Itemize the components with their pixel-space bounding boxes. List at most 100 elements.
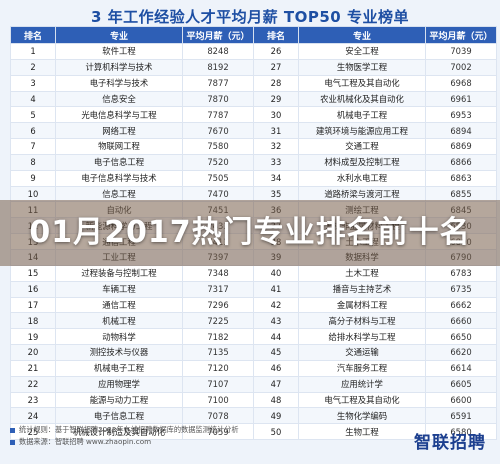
rank-left-cell: 1 (10, 43, 56, 60)
major-left-cell: 通信工程 (55, 296, 183, 314)
salary-right-cell: 6662 (425, 296, 497, 314)
rank-right-cell: 28 (253, 74, 299, 92)
salary-left-cell: 7520 (182, 153, 254, 171)
rank-left-cell: 6 (10, 122, 56, 140)
brand-logo: 智联招聘 (414, 433, 486, 453)
salary-left-cell: 7317 (182, 280, 254, 298)
table-row: 2 计算机科学与技术 8192 27 生物医学工程 7002 (10, 58, 497, 76)
rank-left-cell: 20 (10, 344, 56, 361)
salary-left-cell: 7225 (182, 312, 254, 330)
table-row: 1 软件工程 8248 26 安全工程 7039 (10, 43, 497, 60)
rank-right-cell: 32 (253, 138, 299, 155)
table-row: 19 动物科学 7182 44 给排水科学与工程 6650 (10, 328, 497, 346)
rank-left-cell: 17 (10, 296, 56, 314)
rank-left-cell: 3 (10, 74, 56, 92)
major-right-cell: 高分子材料与工程 (298, 312, 426, 330)
major-left-cell: 机械设计制造及其自动化 (55, 423, 183, 441)
salary-right-cell: 6591 (425, 407, 497, 425)
major-left-cell: 电子信息工程 (55, 153, 183, 171)
rank-left-cell: 7 (10, 138, 56, 155)
table-header-row: 排名 专业 平均月薪（元） 排名 专业 平均月薪（元） (10, 26, 497, 44)
rank-left-cell: 22 (10, 375, 56, 393)
table-row: 8 电子信息工程 7520 33 材料成型及控制工程 6866 (10, 153, 497, 171)
header-major-right: 专业 (298, 26, 426, 44)
major-left-cell: 过程装备与控制工程 (55, 264, 183, 282)
rank-left-cell: 16 (10, 280, 56, 298)
table-row: 6 网络工程 7670 31 建筑环境与能源应用工程 6894 (10, 122, 497, 140)
rank-right-cell: 26 (253, 43, 299, 60)
title-overlay-band (0, 200, 500, 266)
salary-right-cell: 6580 (425, 423, 497, 441)
major-left-cell: 电子信息工程 (55, 407, 183, 425)
rank-right-cell: 31 (253, 122, 299, 140)
overlay-title: 01月2017热门专业排名前十名 (29, 215, 471, 250)
table-row: 21 机械电子工程 7120 46 汽车服务工程 6614 (10, 359, 497, 377)
rank-right-cell: 30 (253, 106, 299, 124)
major-right-cell: 给排水科学与工程 (298, 328, 426, 346)
major-left-cell: 信息安全 (55, 90, 183, 108)
rank-left-cell: 21 (10, 359, 56, 377)
table-row: 23 能源与动力工程 7100 48 电气工程及其自动化 6600 (10, 391, 497, 409)
major-left-cell: 能源与动力工程 (55, 391, 183, 409)
table-row: 16 车辆工程 7317 41 播音与主持艺术 6735 (10, 280, 497, 298)
major-right-cell: 建筑环境与能源应用工程 (298, 122, 426, 140)
major-left-cell: 机械电子工程 (55, 359, 183, 377)
table-row: 15 过程装备与控制工程 7348 40 土木工程 6783 (10, 264, 497, 282)
salary-left-cell: 7182 (182, 328, 254, 346)
major-left-cell: 信息工程 (55, 185, 183, 203)
rank-right-cell: 45 (253, 344, 299, 361)
major-left-cell: 光电信息科学与工程 (55, 106, 183, 124)
salary-right-cell: 6961 (425, 90, 497, 108)
salary-left-cell: 7078 (182, 407, 254, 425)
salary-left-cell: 7870 (182, 90, 254, 108)
salary-right-cell: 6855 (425, 185, 497, 203)
rank-right-cell: 46 (253, 359, 299, 377)
table-row: 3 电子科学与技术 7877 28 电气工程及其自动化 6968 (10, 74, 497, 92)
table-row: 18 机械工程 7225 43 高分子材料与工程 6660 (10, 312, 497, 330)
salary-right-cell: 6968 (425, 74, 497, 92)
rank-left-cell: 8 (10, 153, 56, 171)
rank-right-cell: 42 (253, 296, 299, 314)
major-right-cell: 播音与主持艺术 (298, 280, 426, 298)
major-right-cell: 金属材料工程 (298, 296, 426, 314)
major-left-cell: 物联网工程 (55, 138, 183, 155)
rank-right-cell: 33 (253, 153, 299, 171)
salary-right-cell: 6600 (425, 391, 497, 409)
rank-left-cell: 2 (10, 58, 56, 76)
salary-left-cell: 8248 (182, 43, 254, 60)
major-left-cell: 电子科学与技术 (55, 74, 183, 92)
rank-left-cell: 19 (10, 328, 56, 346)
major-right-cell: 电气工程及其自动化 (298, 74, 426, 92)
salary-right-cell: 6650 (425, 328, 497, 346)
major-left-cell: 网络工程 (55, 122, 183, 140)
major-right-cell: 生物医学工程 (298, 58, 426, 76)
rank-left-cell: 5 (10, 106, 56, 124)
salary-right-cell: 6660 (425, 312, 497, 330)
table-row: 25 机械设计制造及其自动化 7059 50 生物工程 6580 (10, 423, 497, 441)
footnotes: 统计规则：基于智联招聘2023年在线招聘数据库的数据监测统计分析 数据来源：智联… (10, 424, 239, 448)
major-right-cell: 生物化学编码 (298, 407, 426, 425)
rank-left-cell: 24 (10, 407, 56, 425)
table-row: 5 光电信息科学与工程 7787 30 机械电子工程 6953 (10, 106, 497, 124)
major-right-cell: 机械电子工程 (298, 106, 426, 124)
major-left-cell: 计算机科学与技术 (55, 58, 183, 76)
major-left-cell: 车辆工程 (55, 280, 183, 298)
footnote-source: 数据来源：智联招聘 www.zhaopin.com (10, 436, 239, 448)
salary-right-cell: 6894 (425, 122, 497, 140)
rank-left-cell: 15 (10, 264, 56, 282)
major-left-cell: 测控技术与仪器 (55, 344, 183, 361)
rank-right-cell: 34 (253, 169, 299, 187)
footnote-rules: 统计规则：基于智联招聘2023年在线招聘数据库的数据监测统计分析 (10, 424, 239, 436)
salary-left-cell: 7120 (182, 359, 254, 377)
salary-right-cell: 7002 (425, 58, 497, 76)
header-major-left: 专业 (55, 26, 183, 44)
salary-left-cell: 7877 (182, 74, 254, 92)
table-row: 22 应用物理学 7107 47 应用统计学 6605 (10, 375, 497, 393)
footnote-rules-text: 统计规则：基于智联招聘2023年在线招聘数据库的数据监测统计分析 (19, 425, 239, 434)
rank-right-cell: 29 (253, 90, 299, 108)
major-left-cell: 机械工程 (55, 312, 183, 330)
table-row: 17 通信工程 7296 42 金属材料工程 6662 (10, 296, 497, 314)
bullet-icon (10, 427, 15, 433)
rank-right-cell: 49 (253, 407, 299, 425)
rank-left-cell: 18 (10, 312, 56, 330)
